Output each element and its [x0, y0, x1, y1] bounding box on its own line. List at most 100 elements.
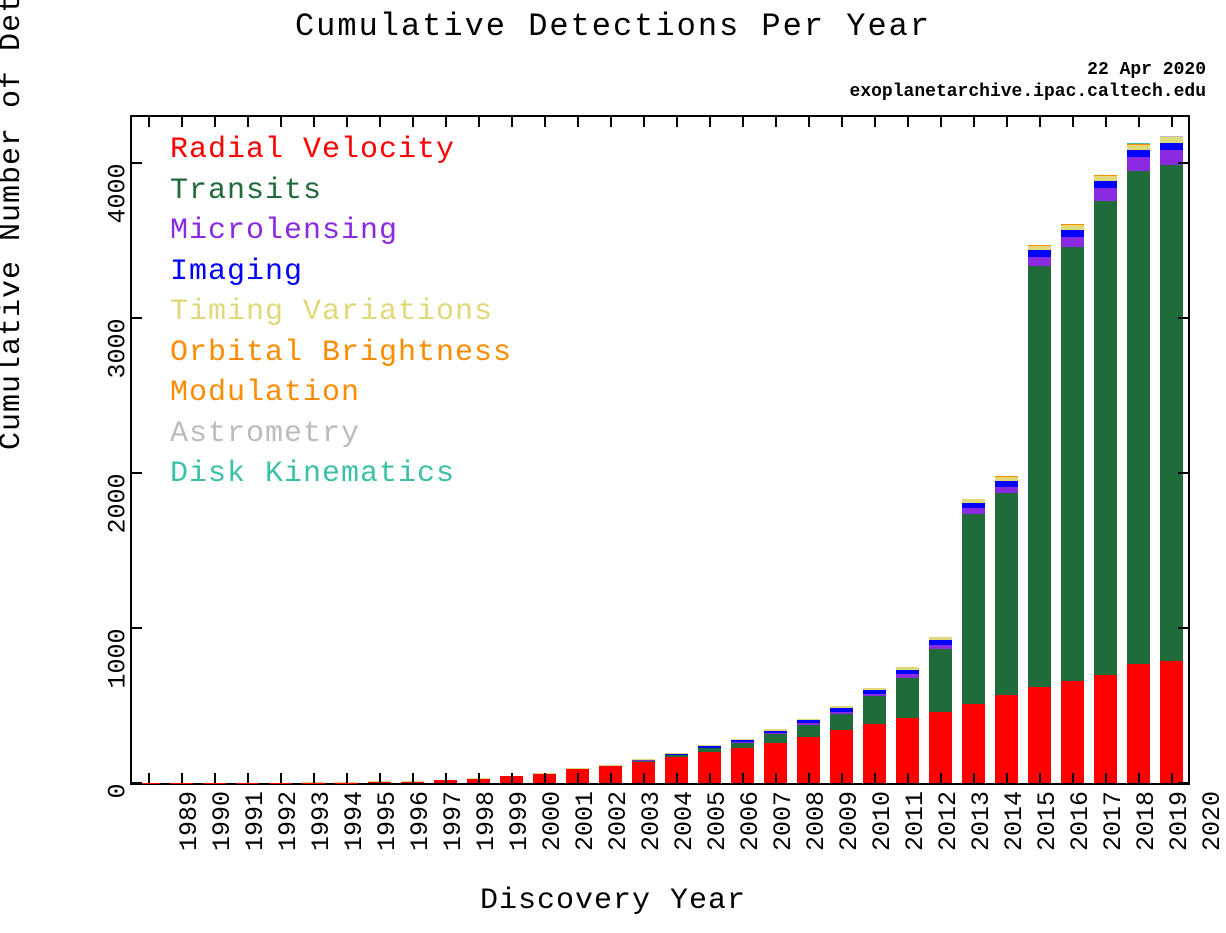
bar-segment-transits [1028, 266, 1050, 687]
x-tick [1006, 773, 1008, 783]
x-tick [577, 773, 579, 783]
legend-item-astrometry: Astrometry [170, 414, 512, 455]
x-tick [841, 773, 843, 783]
x-tick-label: 2017 [1099, 791, 1128, 851]
x-tick-label: 2011 [901, 791, 930, 851]
x-tick [280, 773, 282, 783]
x-tick [181, 773, 183, 783]
x-tick [577, 117, 579, 127]
x-tick-label: 2001 [571, 791, 600, 851]
x-tick [445, 773, 447, 783]
x-tick [346, 117, 348, 127]
bar-segment-transits [830, 714, 852, 731]
x-tick-label: 2003 [637, 791, 666, 851]
y-tick [132, 162, 142, 164]
x-tick [841, 117, 843, 127]
bar-segment-radial-velocity [1094, 675, 1116, 783]
legend-item-microlensing: Microlensing [170, 211, 512, 252]
y-tick [132, 627, 142, 629]
x-tick-label: 2018 [1132, 791, 1161, 851]
bar-segment-transits [1094, 201, 1116, 675]
x-tick [412, 773, 414, 783]
x-tick [544, 117, 546, 127]
y-tick [1178, 627, 1188, 629]
bar-segment-radial-velocity [962, 704, 984, 783]
x-tick [214, 117, 216, 127]
x-tick [313, 773, 315, 783]
x-tick [775, 117, 777, 127]
x-tick [709, 773, 711, 783]
x-tick [775, 773, 777, 783]
y-tick [1178, 472, 1188, 474]
x-tick [808, 773, 810, 783]
x-tick [478, 117, 480, 127]
x-tick-label: 1997 [439, 791, 468, 851]
x-tick-label: 2010 [868, 791, 897, 851]
x-tick-label: 2016 [1066, 791, 1095, 851]
x-axis-label: Discovery Year [0, 884, 1226, 918]
bar-2019 [1127, 143, 1149, 783]
x-tick [148, 773, 150, 783]
x-tick-label: 2000 [538, 791, 567, 851]
bar-segment-microlensing [1028, 257, 1050, 266]
bar-segment-radial-velocity [1127, 664, 1149, 783]
bar-2016 [1028, 245, 1050, 783]
x-tick [973, 773, 975, 783]
x-tick [940, 773, 942, 783]
x-tick [148, 117, 150, 127]
x-tick [511, 773, 513, 783]
chart-source: exoplanetarchive.ipac.caltech.edu [850, 82, 1206, 104]
x-tick-label: 1999 [505, 791, 534, 851]
y-tick [1178, 162, 1188, 164]
legend-item-orbital-brightness: Orbital Brightness [170, 333, 512, 374]
x-tick [610, 773, 612, 783]
x-tick [1039, 117, 1041, 127]
y-axis-label: Cumulative Number of Detections [0, 0, 29, 450]
x-tick-label: 1995 [373, 791, 402, 851]
bar-segment-transits [962, 514, 984, 705]
x-tick [478, 773, 480, 783]
x-tick [214, 773, 216, 783]
bar-2011 [863, 688, 885, 783]
x-tick [1006, 117, 1008, 127]
x-tick [247, 773, 249, 783]
x-tick-label: 2012 [934, 791, 963, 851]
x-tick [643, 773, 645, 783]
bar-segment-transits [764, 734, 786, 743]
bar-segment-transits [1127, 171, 1149, 664]
x-tick [1072, 773, 1074, 783]
x-tick-label: 2009 [835, 791, 864, 851]
x-tick-label: 1990 [208, 791, 237, 851]
x-tick [247, 117, 249, 127]
x-tick [346, 773, 348, 783]
x-tick [676, 117, 678, 127]
bar-2010 [830, 706, 852, 783]
legend-item-imaging: Imaging [170, 252, 512, 293]
x-tick [280, 117, 282, 127]
bar-2013 [929, 637, 951, 783]
legend: Radial VelocityTransitsMicrolensingImagi… [170, 130, 512, 495]
bar-segment-radial-velocity [1160, 661, 1182, 783]
x-tick [181, 117, 183, 127]
bar-segment-transits [797, 725, 819, 737]
x-tick-label: 1998 [472, 791, 501, 851]
bar-segment-transits [1061, 247, 1083, 681]
bar-segment-imaging [1127, 150, 1149, 158]
x-tick-label: 2005 [703, 791, 732, 851]
bar-segment-microlensing [1094, 188, 1116, 200]
bar-segment-transits [995, 493, 1017, 694]
y-tick-label: 1000 [104, 629, 133, 709]
bar-2017 [1061, 224, 1083, 783]
bar-segment-imaging [1094, 181, 1116, 189]
bar-2018 [1094, 175, 1116, 783]
bar-segment-transits [863, 696, 885, 724]
bar-2020 [1160, 136, 1182, 783]
x-tick [379, 117, 381, 127]
x-tick [907, 117, 909, 127]
x-tick-label: 2020 [1198, 791, 1226, 851]
x-tick-label: 1991 [241, 791, 270, 851]
legend-item-radial-velocity: Radial Velocity [170, 130, 512, 171]
x-tick-label: 2006 [736, 791, 765, 851]
x-tick [742, 773, 744, 783]
bar-segment-imaging [1028, 250, 1050, 257]
